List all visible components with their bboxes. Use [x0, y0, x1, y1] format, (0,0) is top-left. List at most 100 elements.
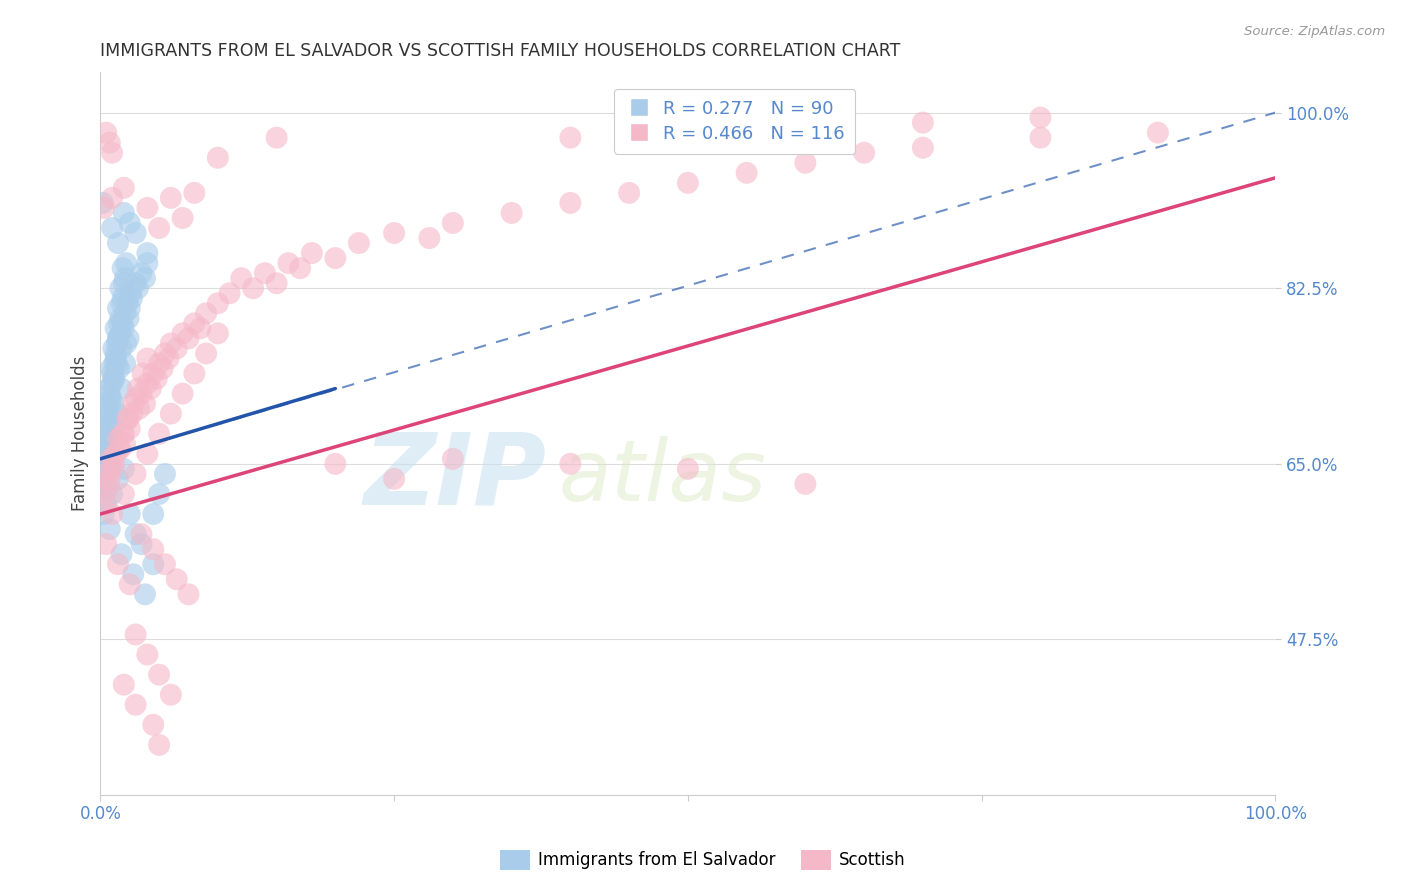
- Point: [98, 386, 121, 401]
- Point: [104, 447, 127, 461]
- Point: [207, 296, 229, 310]
- Point: [110, 342, 132, 356]
- Point: [111, 426, 134, 441]
- Point: [382, 226, 405, 240]
- Point: [114, 437, 136, 451]
- Y-axis label: Family Households: Family Households: [72, 356, 89, 511]
- Point: [242, 281, 264, 295]
- Point: [97, 477, 120, 491]
- Point: [288, 261, 311, 276]
- Text: atlas: atlas: [558, 435, 766, 518]
- Point: [97, 411, 120, 425]
- Point: [114, 271, 136, 285]
- Point: [100, 361, 122, 376]
- Point: [100, 457, 122, 471]
- Point: [100, 417, 122, 431]
- Point: [103, 432, 125, 446]
- Point: [96, 126, 118, 140]
- Point: [101, 221, 124, 235]
- Point: [97, 382, 120, 396]
- Point: [103, 342, 125, 356]
- Point: [124, 226, 146, 240]
- Point: [136, 351, 159, 366]
- Point: [160, 336, 183, 351]
- Point: [94, 497, 117, 511]
- Point: [118, 507, 141, 521]
- Point: [142, 507, 165, 521]
- Point: [911, 115, 934, 129]
- Point: [100, 451, 122, 466]
- Point: [114, 306, 136, 320]
- Point: [266, 130, 288, 145]
- Point: [131, 537, 153, 551]
- Point: [103, 371, 125, 385]
- Point: [103, 397, 125, 411]
- Point: [108, 442, 131, 456]
- Point: [93, 462, 115, 476]
- Point: [382, 472, 405, 486]
- Point: [560, 130, 582, 145]
- Point: [103, 462, 125, 476]
- Point: [96, 442, 118, 456]
- Point: [105, 336, 128, 351]
- Point: [172, 386, 194, 401]
- Point: [207, 151, 229, 165]
- Point: [118, 422, 141, 436]
- Point: [183, 186, 205, 200]
- Point: [231, 271, 253, 285]
- Point: [148, 487, 170, 501]
- Point: [104, 351, 127, 366]
- Point: [131, 367, 153, 381]
- Point: [110, 311, 132, 326]
- Point: [1147, 126, 1170, 140]
- Point: [107, 301, 129, 316]
- Point: [177, 587, 200, 601]
- Point: [111, 316, 134, 330]
- Point: [103, 457, 125, 471]
- Point: [101, 376, 124, 391]
- Point: [96, 467, 118, 481]
- Point: [98, 136, 121, 150]
- Point: [114, 356, 136, 370]
- Point: [148, 356, 170, 370]
- Point: [121, 291, 143, 305]
- Point: [112, 462, 135, 476]
- Point: [153, 558, 176, 572]
- Point: [142, 558, 165, 572]
- Point: [911, 141, 934, 155]
- Point: [124, 276, 146, 290]
- Point: [96, 422, 118, 436]
- Point: [107, 432, 129, 446]
- Point: [127, 382, 149, 396]
- Point: [1029, 111, 1052, 125]
- Point: [105, 356, 128, 370]
- Point: [134, 397, 156, 411]
- Point: [110, 382, 132, 396]
- Point: [108, 361, 131, 376]
- Point: [148, 738, 170, 752]
- Point: [96, 497, 118, 511]
- Point: [142, 367, 165, 381]
- Point: [160, 407, 183, 421]
- Point: [124, 392, 146, 406]
- Point: [101, 507, 124, 521]
- Point: [183, 316, 205, 330]
- Point: [117, 411, 139, 425]
- Point: [195, 346, 218, 360]
- Point: [93, 507, 115, 521]
- Point: [101, 191, 124, 205]
- Point: [441, 451, 464, 466]
- Point: [136, 447, 159, 461]
- Point: [124, 527, 146, 541]
- Point: [112, 206, 135, 220]
- Text: IMMIGRANTS FROM EL SALVADOR VS SCOTTISH FAMILY HOUSEHOLDS CORRELATION CHART: IMMIGRANTS FROM EL SALVADOR VS SCOTTISH …: [100, 42, 901, 60]
- Point: [117, 296, 139, 310]
- Point: [103, 356, 125, 370]
- Point: [104, 346, 127, 360]
- Point: [277, 256, 299, 270]
- Point: [120, 286, 142, 301]
- Point: [136, 201, 159, 215]
- Point: [112, 487, 135, 501]
- Point: [853, 145, 876, 160]
- Point: [134, 587, 156, 601]
